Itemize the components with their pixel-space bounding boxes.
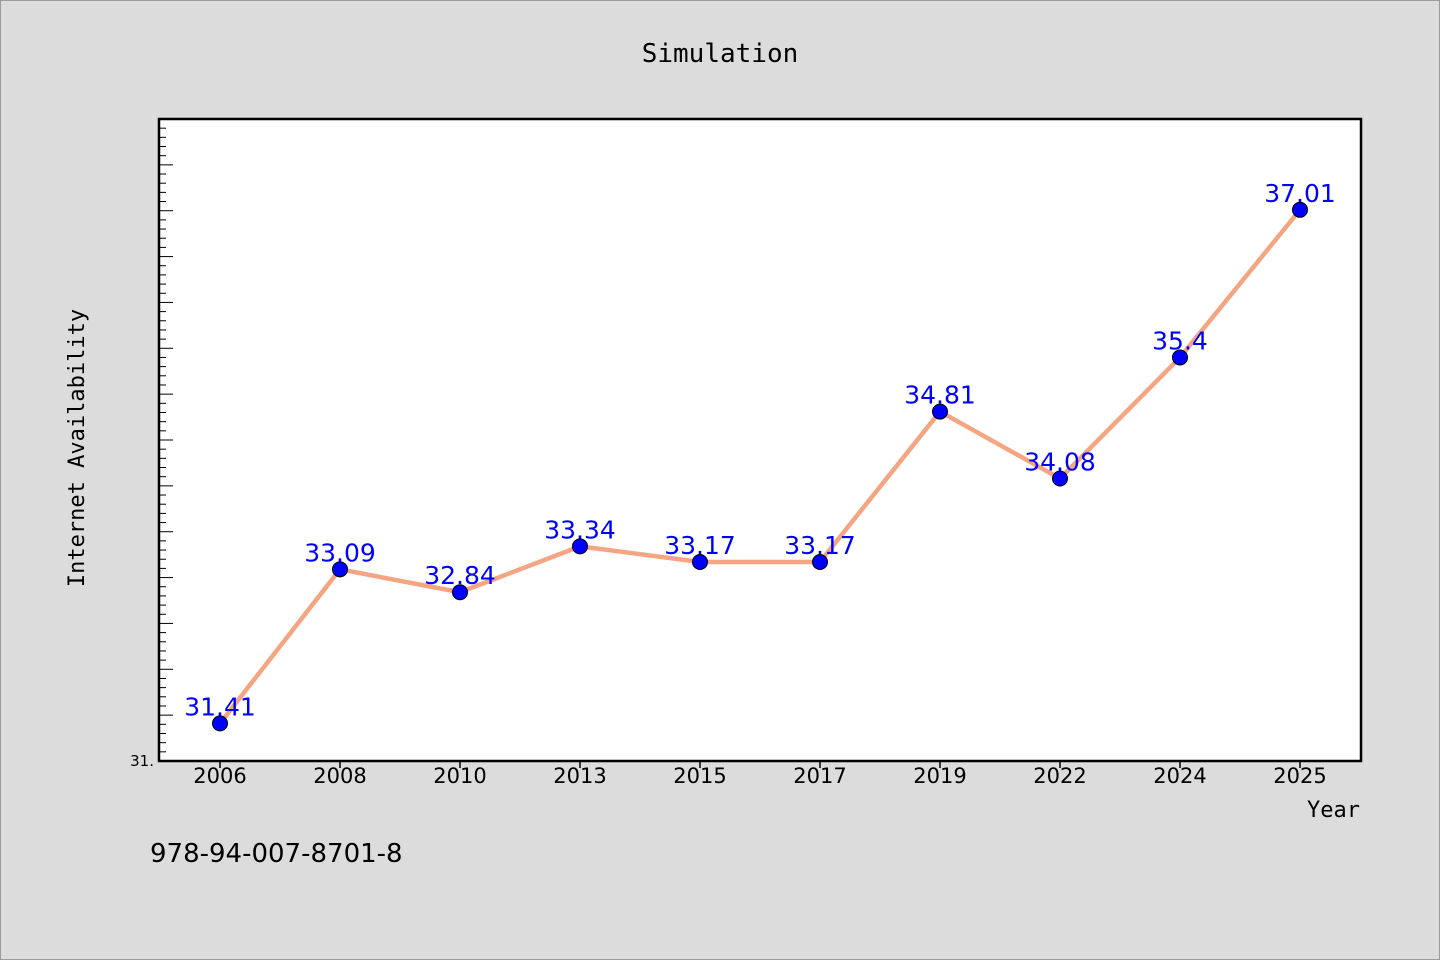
data-label: 34.08 <box>1024 448 1096 477</box>
x-tick-label: 2013 <box>553 764 606 788</box>
x-tick-label: 2008 <box>313 764 366 788</box>
footer-isbn: 978-94-007-8701-8 <box>150 839 403 869</box>
y-axis-label: Internet Availability <box>65 309 90 587</box>
data-point <box>212 715 228 732</box>
data-label: 35.4 <box>1152 326 1208 355</box>
plot-area <box>157 117 1363 763</box>
data-point <box>932 403 948 420</box>
data-label: 37.01 <box>1264 179 1336 208</box>
data-label: 31.41 <box>184 692 256 721</box>
x-tick-label: 2006 <box>193 764 246 788</box>
data-point <box>1052 470 1068 487</box>
x-tick-label: 2019 <box>913 764 966 788</box>
series-layer <box>212 201 1308 732</box>
x-tick-label: 2025 <box>1273 764 1326 788</box>
x-tick-label: 2015 <box>673 764 726 788</box>
chart-title: Simulation <box>642 39 799 69</box>
series-line <box>217 207 1303 726</box>
data-point <box>1172 349 1188 366</box>
data-point <box>452 584 468 601</box>
y-tick-label: 31. <box>130 752 154 770</box>
data-point <box>572 538 588 555</box>
data-point <box>1292 201 1308 218</box>
x-tick-label: 2010 <box>433 764 486 788</box>
data-label: 33.09 <box>304 538 376 567</box>
x-axis-label: Year <box>1307 798 1360 823</box>
data-label: 33.17 <box>664 531 736 560</box>
x-tick-label: 2017 <box>793 764 846 788</box>
data-label: 33.34 <box>544 515 616 544</box>
data-point <box>332 561 348 578</box>
x-axis-ticks: 2006 2008 2010 2013 2015 2017 2019 2022 2024 2025 <box>193 761 1327 788</box>
data-label: 32.84 <box>424 561 496 590</box>
x-tick-label: 2024 <box>1153 764 1206 788</box>
data-label: 34.81 <box>904 381 976 410</box>
x-tick-label: 2022 <box>1033 764 1086 788</box>
data-point <box>692 553 708 570</box>
data-point <box>812 553 828 570</box>
y-axis-ticks <box>159 127 173 753</box>
data-label: 33.17 <box>784 531 856 560</box>
data-labels-layer: 31.41 33.09 32.84 33.34 33.17 33.17 34.81 34.08… <box>184 179 1336 722</box>
